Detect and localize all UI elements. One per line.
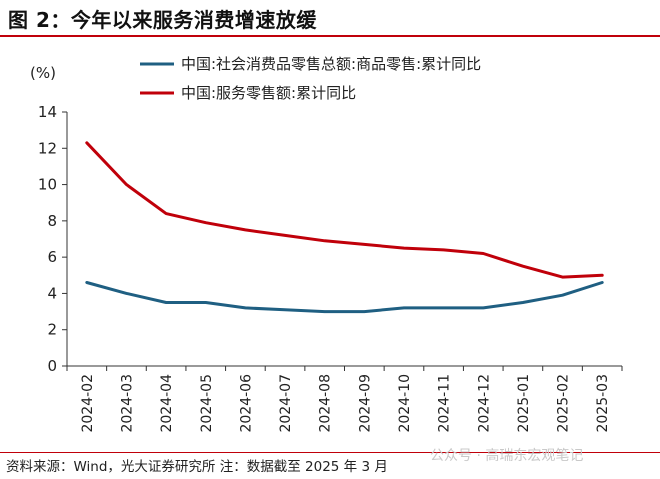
y-tick-label: 2 <box>47 321 57 339</box>
x-tick-label: 2024-09 <box>357 374 373 433</box>
series-line-2 <box>85 141 604 279</box>
footer-divider <box>0 452 660 453</box>
y-tick-label: 8 <box>47 212 57 230</box>
source-note: 资料来源：Wind，光大证券研究所 注：数据截至 2025 年 3 月 <box>6 459 388 475</box>
x-tick-label: 2025-01 <box>516 374 532 433</box>
x-tick-label: 2024-05 <box>199 374 215 433</box>
series-line-1 <box>85 281 604 314</box>
watermark: 公众号 · 高瑞东宏观笔记 <box>430 448 584 464</box>
x-tick-label: 2024-04 <box>159 374 175 433</box>
y-tick-label: 10 <box>38 176 57 194</box>
y-axis-unit-label: (%) <box>30 64 56 82</box>
x-tick-label: 2024-03 <box>119 374 135 433</box>
x-tick-label: 2024-10 <box>397 374 413 433</box>
y-tick-label: 6 <box>47 248 57 266</box>
x-tick-label: 2024-12 <box>476 374 492 433</box>
legend-label-2: 中国:服务零售额:累计同比 <box>181 84 356 102</box>
legend-label-1: 中国:社会消费品零售总额:商品零售:累计同比 <box>181 55 481 73</box>
x-tick-label: 2024-08 <box>318 374 334 433</box>
y-tick-label: 12 <box>38 139 57 157</box>
x-tick-label: 2024-06 <box>238 374 254 433</box>
x-tick-label: 2025-03 <box>595 374 611 433</box>
title-divider <box>0 35 660 37</box>
chart-title: 图 2：今年以来服务消费增速放缓 <box>8 8 317 32</box>
x-tick-label: 2024-02 <box>80 374 96 433</box>
y-tick-label: 14 <box>38 103 57 121</box>
x-tick-label: 2024-11 <box>437 374 453 433</box>
y-tick-label: 0 <box>47 357 57 375</box>
x-tick-label: 2025-02 <box>556 374 572 433</box>
y-tick-label: 4 <box>47 284 57 302</box>
x-tick-label: 2024-07 <box>278 374 294 433</box>
